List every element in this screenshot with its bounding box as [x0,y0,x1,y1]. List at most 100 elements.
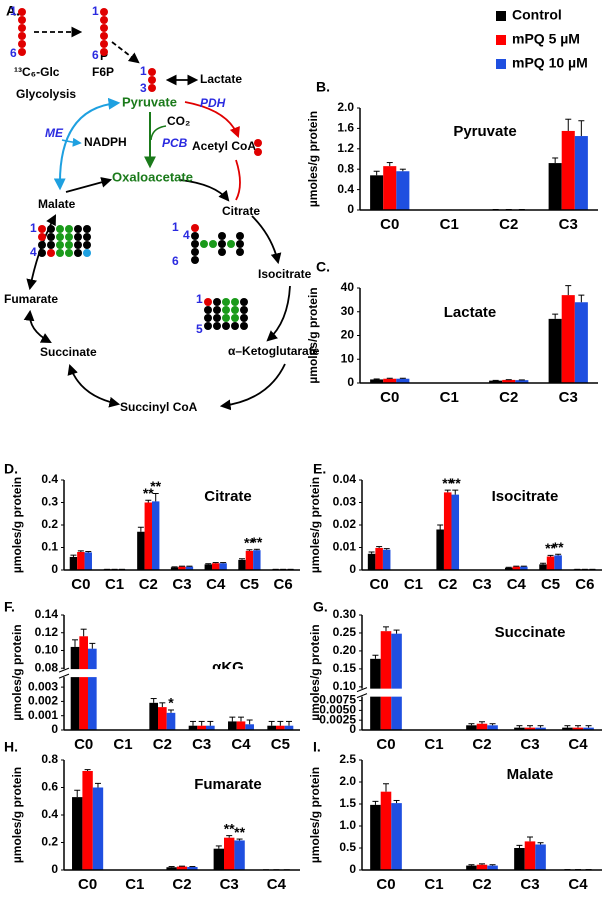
carbon-dot [47,241,55,249]
y-tick-label: 0.01 [333,540,357,554]
chart-title: Pyruvate [453,123,516,140]
significance-mark: * [168,695,174,711]
bar [574,136,588,210]
x-tick-label: C1 [424,736,443,753]
x-tick-label: C2 [438,576,457,593]
y-tick-label: 0.6 [41,780,58,794]
panel-label: H. [4,739,18,755]
y-tick-label: 0.2 [41,517,58,531]
carbon-dot [218,240,226,248]
bar [514,727,525,730]
y-tick-label: 0.0025 [319,712,356,726]
metabolite: Malate [38,197,76,211]
bar [245,724,254,730]
carbon-dot [204,298,212,306]
y-tick-label: 2.0 [339,774,356,788]
bar [170,567,179,570]
bar [476,864,488,870]
carbon-dot [56,249,64,257]
bar [213,848,225,870]
x-tick-label: C5 [271,736,290,753]
bar [267,725,277,730]
bar [70,646,80,730]
carbon-dot [213,306,221,314]
x-tick-label: C0 [78,876,97,893]
axis-break-mark [58,673,70,679]
y-tick-label: 0.003 [28,679,58,693]
arrow [266,285,291,342]
bar [476,723,488,730]
y-tick-label: 0.10 [333,679,357,693]
legend-label: Control [512,7,562,23]
legend-label: mPQ 10 µM [512,55,588,71]
y-tick-label: 0.1 [41,540,58,554]
carbon-dot [231,314,239,322]
bar [443,492,452,570]
y-tick-label: 0.8 [41,752,58,766]
carbon-dot [218,232,226,240]
x-tick-label: C3 [559,216,578,233]
bar [228,721,237,730]
x-tick-label: C3 [220,876,239,893]
carbon-dot [100,48,108,56]
arrow [65,177,113,193]
carbon-dot [204,306,212,314]
metabolite: Pyruvate [122,94,177,109]
legend-swatch [496,59,506,69]
y-tick-label: 0 [51,562,58,576]
pathway-diagram: A. ¹³C₆-Glc F6P Glycolysis Lactate Pyruv… [4,3,320,414]
y-tick-label: 0 [347,202,354,216]
carbon-number: 6 [10,46,17,60]
x-tick-label: C2 [472,736,491,753]
x-tick-label: C3 [559,389,578,406]
bar [92,787,104,870]
enzyme: PCB [162,136,188,150]
y-tick-label: 0.0075 [319,693,356,707]
arrow [184,101,240,139]
bar [380,631,392,730]
y-tick-label: 0.0050 [319,703,356,717]
carbon-dot [222,306,230,314]
panel-label: D. [4,461,18,477]
bar [466,865,477,870]
carbon-dot [231,322,239,330]
bar [367,553,376,570]
carbon-dot [65,225,73,233]
bar [466,725,477,730]
bar [212,563,220,570]
bar [383,378,397,383]
y-tick-label: 0.04 [333,472,357,486]
x-tick-label: C1 [424,876,443,893]
y-tick-label: 0.2 [41,835,58,849]
carbon-dot [65,241,73,249]
arrow [23,309,52,344]
label: Glycolysis [16,87,76,101]
y-tick-label: 0.08 [35,660,59,674]
carbon-dot [148,84,156,92]
y-tick-label: 0 [349,722,356,736]
carbon-number: 1 [10,4,17,18]
carbon-dot [38,233,46,241]
y-tick-label: 0 [51,862,58,876]
y-tick-label: 1.6 [337,121,354,135]
bar [185,566,194,570]
bar [548,318,562,383]
y-tick-label: 0.3 [41,495,58,509]
y-tick-label: 0.20 [333,643,357,657]
x-tick-label: C3 [172,576,191,593]
arrow [235,159,241,201]
legend-swatch [496,35,506,45]
bar [158,707,167,730]
significance-mark: ** [251,534,262,550]
y-tick-label: 0.001 [28,708,58,722]
bar [487,725,498,730]
x-tick-label: C3 [520,736,539,753]
y-axis-label: µmoles/g protein [308,477,322,573]
bar [391,633,402,730]
x-tick-label: C4 [231,736,251,753]
bar [391,803,402,870]
y-tick-label: 0.15 [333,661,357,675]
significance-mark: ** [442,475,453,491]
carbon-dot [236,232,244,240]
bar [562,727,573,730]
